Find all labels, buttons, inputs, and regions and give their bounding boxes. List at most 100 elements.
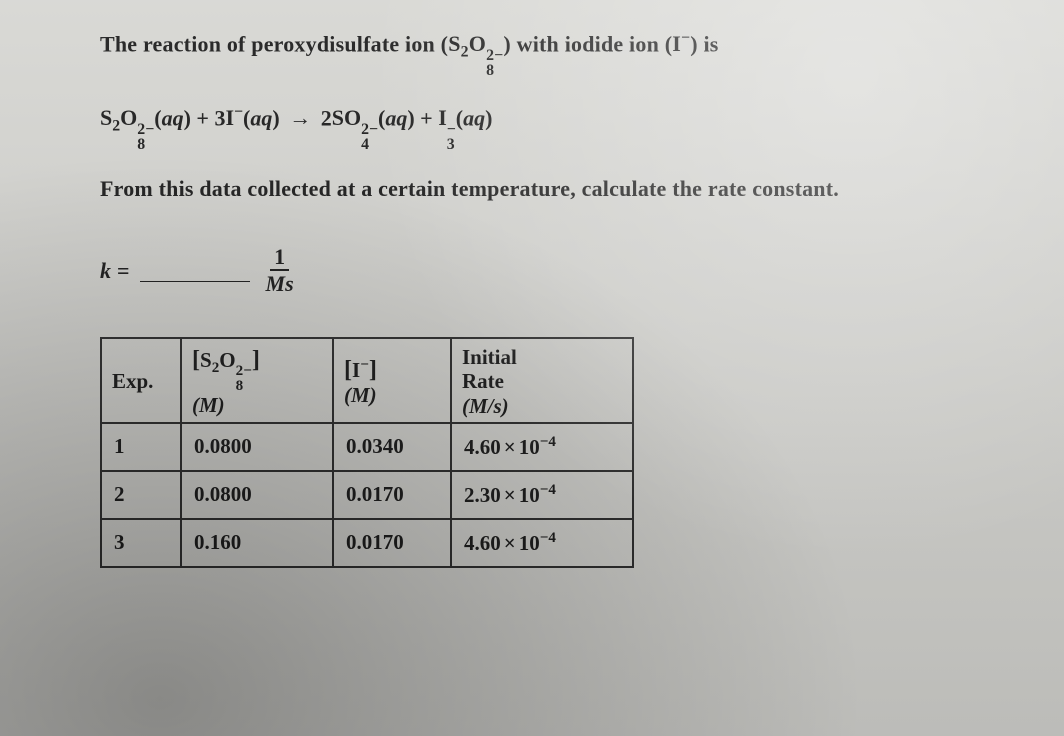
eq-i3: I−3 [438,105,456,130]
eq-aq3: (aq) [378,105,415,130]
s2o8-sub2: 8 [486,63,503,78]
cell-s2o8: 0.0800 [181,423,333,471]
r0-base: 10 [519,435,540,459]
i3-charge: − [447,122,456,137]
unit-fraction: 1 Ms [266,246,294,295]
eq-s2o8-sub1: 2 [112,118,120,135]
h-i-base: I [352,358,360,382]
intro-prefix: The reaction of peroxydisulfate ion ( [100,31,448,56]
cell-exp: 1 [101,423,181,471]
intro-line: The reaction of peroxydisulfate ion (S2O… [100,30,994,78]
eq-coef-i: 3 [214,105,225,130]
s2o8-charge: 2− [486,48,503,63]
h-s2o8-s: S [200,348,212,372]
hdr-exp: Exp. [101,338,181,422]
species-iodide: I− [672,31,690,56]
eq-s2o8-supsub: 2−8 [137,122,154,152]
r1-coef: 2.30 [464,483,501,507]
s2o8-s: S [448,31,460,56]
so4-charge: 2− [361,122,378,137]
eq-s2o8: S2O2−8 [100,105,154,130]
r0-times: × [501,435,519,459]
eq-s2o8-s: S [100,105,112,130]
eq-iodide: I− [225,105,243,130]
hdr-rate: Initial Rate (M/s) [451,338,633,422]
lb1: [ [192,346,200,373]
cell-i: 0.0340 [333,423,451,471]
eq-so4: SO2−4 [332,105,378,130]
intro-mid: ) with iodide ion ( [503,31,672,56]
intro-suffix: ) is [690,31,718,56]
eq-plus1: + [191,105,215,130]
answer-blank[interactable] [140,259,250,282]
h-i-charge: − [360,357,369,373]
eq-s2o8-charge: 2− [137,122,154,137]
unit-den: Ms [266,271,294,295]
aq2-text: aq [250,105,272,130]
i3-sub: 3 [447,137,456,152]
cell-s2o8: 0.160 [181,519,333,567]
h-s2o8-sub2: 8 [236,379,252,393]
r1-base: 10 [519,483,540,507]
s2o8-o: O [469,31,486,56]
hdr-iodide: [I−] (M) [333,338,451,422]
i-charge: − [681,30,690,47]
table-row: 2 0.0800 0.0170 2.30×10−4 [101,471,633,519]
hdr-s2o8-bracket: [S2O2−8] [192,346,322,393]
hdr-s2o8-unit: (M) [192,393,322,417]
so4-supsub: 2−4 [361,122,378,152]
r2-base: 10 [519,531,540,555]
s2o8-supsub: 2−8 [486,48,503,78]
eq-aq4: (aq) [456,105,493,130]
aq3-text: aq [385,105,407,130]
prompt-line: From this data collected at a certain te… [100,176,994,202]
eq-aq1: (aq) [154,105,191,130]
table-body: 1 0.0800 0.0340 4.60×10−4 2 0.0800 0.017… [101,423,633,567]
aq2-r: ) [272,105,279,130]
r2-times: × [501,531,519,555]
cell-s2o8: 0.0800 [181,471,333,519]
rb1: ] [252,346,260,373]
hdr-s2o8: [S2O2−8] (M) [181,338,333,422]
eq-s2o8-sub2: 8 [137,137,154,152]
hdr-i-unit: (M) [344,383,440,407]
rb2: ] [369,356,377,383]
h-s2o8-supsub: 2−8 [236,364,252,393]
eq-coef-so4: 2 [321,105,332,130]
rate-constant-entry: k = 1 Ms [100,246,994,295]
table-row: 1 0.0800 0.0340 4.60×10−4 [101,423,633,471]
equals-sign: = [117,258,130,284]
r0-exp: −4 [540,434,556,450]
r2-coef: 4.60 [464,531,501,555]
eq-plus2: + [415,105,439,130]
i3-supsub: −3 [447,122,456,152]
cell-exp: 3 [101,519,181,567]
so4-o: O [344,105,361,130]
aq1-r: ) [184,105,191,130]
cell-rate: 4.60×10−4 [451,423,633,471]
hdr-rate-l1: Initial [462,345,622,369]
eq-s2o8-o: O [120,105,137,130]
aq1-l: ( [154,105,161,130]
hdr-i-bracket: [I−] [344,356,440,384]
hdr-rate-unit: (M/s) [462,394,622,418]
i-base: I [672,31,681,56]
cell-rate: 4.60×10−4 [451,519,633,567]
aq4-r: ) [485,105,492,130]
hdr-rate-l2: Rate [462,369,622,393]
h-s2o8-o: O [219,348,235,372]
r0-coef: 4.60 [464,435,501,459]
lb2: [ [344,356,352,383]
r1-times: × [501,483,519,507]
cell-i: 0.0170 [333,519,451,567]
data-table: Exp. [S2O2−8] (M) [I−] (M) Initial Rate … [100,337,634,567]
eq-aq2: (aq) [243,105,280,130]
so4-sub: 4 [361,137,378,152]
cell-rate: 2.30×10−4 [451,471,633,519]
s2o8-sub1: 2 [461,44,469,61]
unit-num: 1 [270,246,289,271]
aq4-text: aq [463,105,485,130]
so4-s: S [332,105,344,130]
table-row: 3 0.160 0.0170 4.60×10−4 [101,519,633,567]
table-header-row: Exp. [S2O2−8] (M) [I−] (M) Initial Rate … [101,338,633,422]
